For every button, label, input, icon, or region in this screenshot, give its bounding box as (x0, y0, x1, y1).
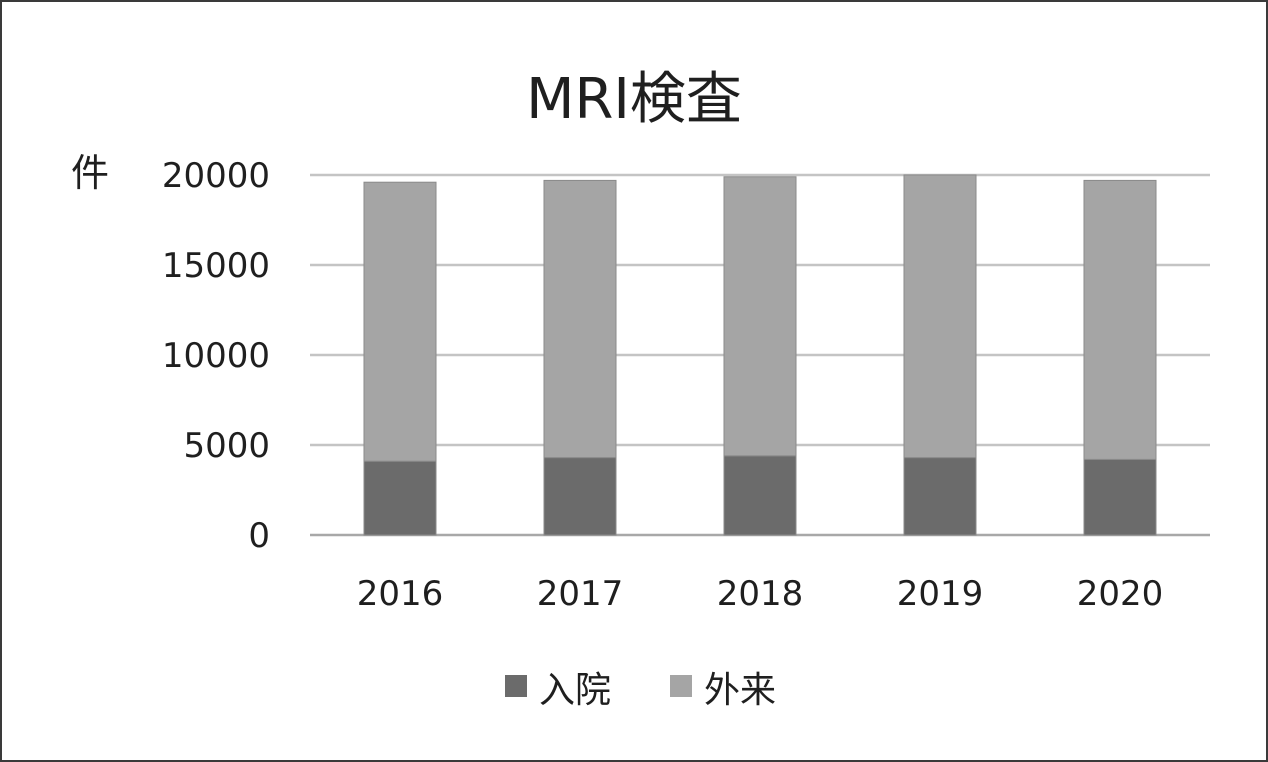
bar-inpatient-2016 (363, 460, 437, 536)
legend-swatch-outpatient (670, 675, 692, 697)
bar-inpatient-2019 (903, 457, 977, 536)
x-tick-label: 2018 (717, 574, 804, 614)
y-tick-label: 15000 (162, 246, 270, 286)
bar-inpatient-2020 (1083, 458, 1157, 536)
legend-label-inpatient: 入院 (539, 670, 611, 711)
bar-outpatient-2018 (723, 176, 797, 457)
bar-inpatient-2018 (723, 455, 797, 536)
y-tick-label: 10000 (162, 336, 270, 376)
y-tick-label: 0 (248, 516, 270, 556)
x-tick-label: 2016 (357, 574, 444, 614)
bar-inpatient-2017 (543, 457, 617, 536)
bars (363, 174, 1157, 536)
chart-title: MRI検査 (526, 67, 742, 132)
bar-outpatient-2019 (903, 174, 977, 459)
bar-outpatient-2016 (363, 181, 437, 462)
x-tick-label: 2019 (897, 574, 984, 614)
x-tick-labels: 2016 2017 2018 2019 2020 (357, 574, 1164, 614)
legend-swatch-inpatient (505, 675, 527, 697)
legend-label-outpatient: 外来 (704, 670, 776, 711)
bar-outpatient-2017 (543, 179, 617, 459)
y-tick-label: 20000 (162, 156, 270, 196)
y-tick-labels: 0 5000 10000 15000 20000 (162, 156, 270, 556)
bar-outpatient-2020 (1083, 179, 1157, 460)
legend: 入院 外来 (505, 670, 776, 711)
y-axis-label: 件 (71, 151, 109, 195)
x-tick-label: 2020 (1077, 574, 1164, 614)
x-tick-label: 2017 (537, 574, 624, 614)
y-tick-label: 5000 (183, 426, 270, 466)
